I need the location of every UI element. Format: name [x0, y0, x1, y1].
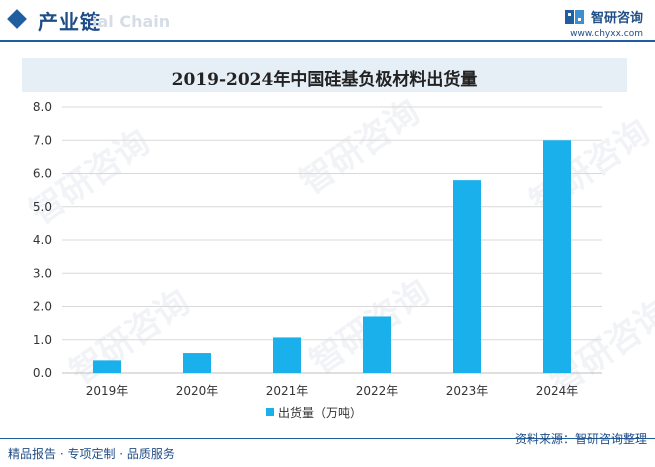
x-tick-label: 2024年	[536, 384, 579, 398]
x-tick-label: 2021年	[266, 384, 309, 398]
x-tick-label: 2019年	[86, 384, 129, 398]
bar	[183, 353, 211, 373]
section-watermark: ial Chain	[92, 12, 171, 31]
section-title: 产业链	[38, 10, 101, 34]
x-tick-label: 2023年	[446, 384, 489, 398]
y-tick-label: 7.0	[33, 133, 52, 147]
brand-name: 智研咨询	[590, 11, 643, 26]
y-tick-label: 5.0	[33, 200, 52, 214]
brand-url: www.chyxx.com	[570, 29, 643, 39]
y-tick-label: 0.0	[33, 366, 52, 380]
legend-swatch	[266, 408, 274, 416]
y-tick-label: 4.0	[33, 233, 52, 247]
footer-divider	[0, 438, 655, 439]
bar	[93, 360, 121, 373]
chart-title-band: 2019-2024年中国硅基负极材料出货量	[22, 58, 627, 92]
y-tick-label: 8.0	[33, 100, 52, 114]
bar	[363, 316, 391, 373]
x-tick-label: 2022年	[356, 384, 399, 398]
source-note: 资料来源：智研咨询整理	[514, 432, 647, 446]
bar	[453, 180, 481, 373]
header: 产业链 ial Chain 智研咨询 www.chyxx.com	[0, 0, 655, 44]
header-divider	[0, 40, 655, 42]
y-tick-label: 1.0	[33, 333, 52, 347]
chart-title: 2019-2024年中国硅基负极材料出货量	[171, 70, 478, 90]
y-tick-label: 6.0	[33, 167, 52, 181]
bar	[273, 337, 301, 373]
x-tick-label: 2020年	[176, 384, 219, 398]
y-tick-label: 2.0	[33, 300, 52, 314]
brand: 智研咨询 www.chyxx.com	[564, 6, 643, 39]
brand-logo-icon	[564, 8, 586, 26]
bar	[543, 140, 571, 373]
footer-tagline: 精品报告 · 专项定制 · 品质服务	[8, 447, 175, 461]
legend-label: 出货量（万吨）	[278, 405, 362, 420]
y-tick-label: 3.0	[33, 266, 52, 280]
